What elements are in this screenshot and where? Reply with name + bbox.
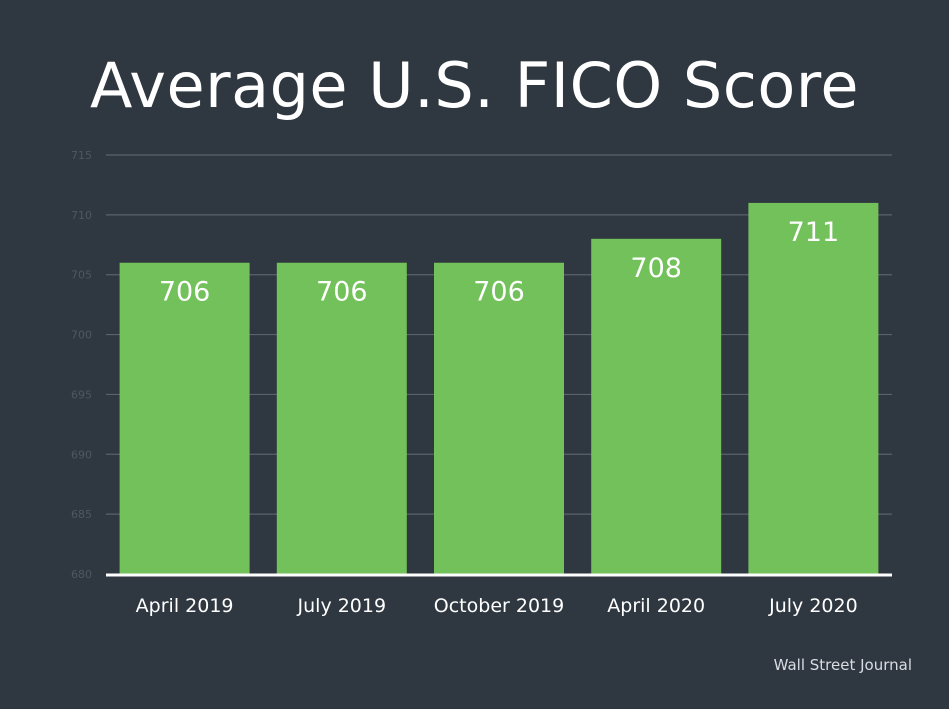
y-axis-tick-labels: 680 685 690 695 700 705 710 715 [71, 149, 92, 581]
y-tick-label: 710 [71, 209, 92, 222]
bar [591, 238, 722, 575]
bar-data-label: 706 [316, 277, 368, 308]
y-tick-label: 685 [71, 508, 92, 521]
bar [434, 262, 564, 574]
y-tick-label: 680 [71, 568, 92, 581]
bar-data-label: 706 [473, 277, 525, 308]
bar-data-labels: 706 706 706 708 711 [159, 217, 839, 308]
bar [748, 202, 879, 574]
y-tick-label: 695 [71, 388, 92, 401]
bar [119, 262, 250, 574]
x-axis-tick-labels: April 2019 July 2019 October 2019 April 202… [136, 595, 858, 617]
bar [276, 262, 407, 574]
y-tick-label: 700 [71, 329, 92, 342]
x-tick-label: April 2019 [136, 595, 234, 617]
bar-data-label: 708 [630, 253, 682, 284]
bars [119, 202, 879, 575]
bar-data-label: 706 [159, 277, 211, 308]
y-tick-label: 690 [71, 448, 92, 461]
bar-data-label: 711 [788, 217, 840, 248]
x-tick-label: July 2020 [768, 595, 858, 617]
y-tick-label: 705 [71, 269, 92, 282]
x-tick-label: July 2019 [297, 595, 387, 617]
x-tick-label: October 2019 [434, 595, 564, 617]
chart-title: Average U.S. FICO Score [89, 49, 860, 122]
source-note: Wall Street Journal [773, 656, 912, 674]
y-tick-label: 715 [71, 149, 92, 162]
x-tick-label: April 2020 [607, 595, 705, 617]
